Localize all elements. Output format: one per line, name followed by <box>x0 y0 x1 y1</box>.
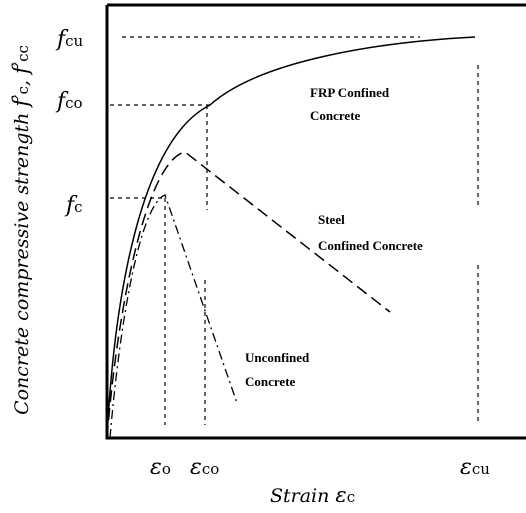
curve-label: Steel <box>318 212 345 227</box>
x-mark: εcu <box>460 455 490 480</box>
y-axis-label: Concrete compressive strength f′c, f′cc <box>9 45 33 415</box>
guide-lines <box>110 36 479 425</box>
curve-label: Unconfined <box>245 350 310 365</box>
y-mark: fc <box>64 193 83 218</box>
curve-label: Concrete <box>245 374 296 389</box>
x-mark: εco <box>190 455 219 480</box>
curve-label: FRP Confined <box>310 85 390 100</box>
curve-label: Confined Concrete <box>318 238 423 253</box>
unconfined-curve <box>109 194 238 439</box>
x-axis-label: Strain εc <box>270 483 355 507</box>
y-mark: fcu <box>55 27 84 52</box>
frp-curve <box>106 36 476 439</box>
curve-label: Concrete <box>310 108 361 123</box>
y-mark: fco <box>55 89 83 114</box>
steel-curve <box>106 151 391 439</box>
x-mark: εo <box>150 455 171 480</box>
axes <box>105 3 526 440</box>
